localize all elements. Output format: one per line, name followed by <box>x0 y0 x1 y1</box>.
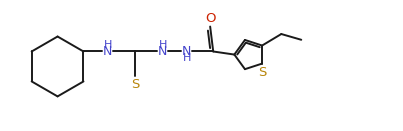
Text: N: N <box>103 45 112 58</box>
Text: N: N <box>158 45 167 58</box>
Text: H: H <box>104 40 112 50</box>
Text: H: H <box>159 40 168 50</box>
Text: O: O <box>206 12 216 25</box>
Text: S: S <box>131 78 139 91</box>
Text: H: H <box>183 53 191 63</box>
Text: S: S <box>258 66 266 78</box>
Text: N: N <box>182 45 191 58</box>
